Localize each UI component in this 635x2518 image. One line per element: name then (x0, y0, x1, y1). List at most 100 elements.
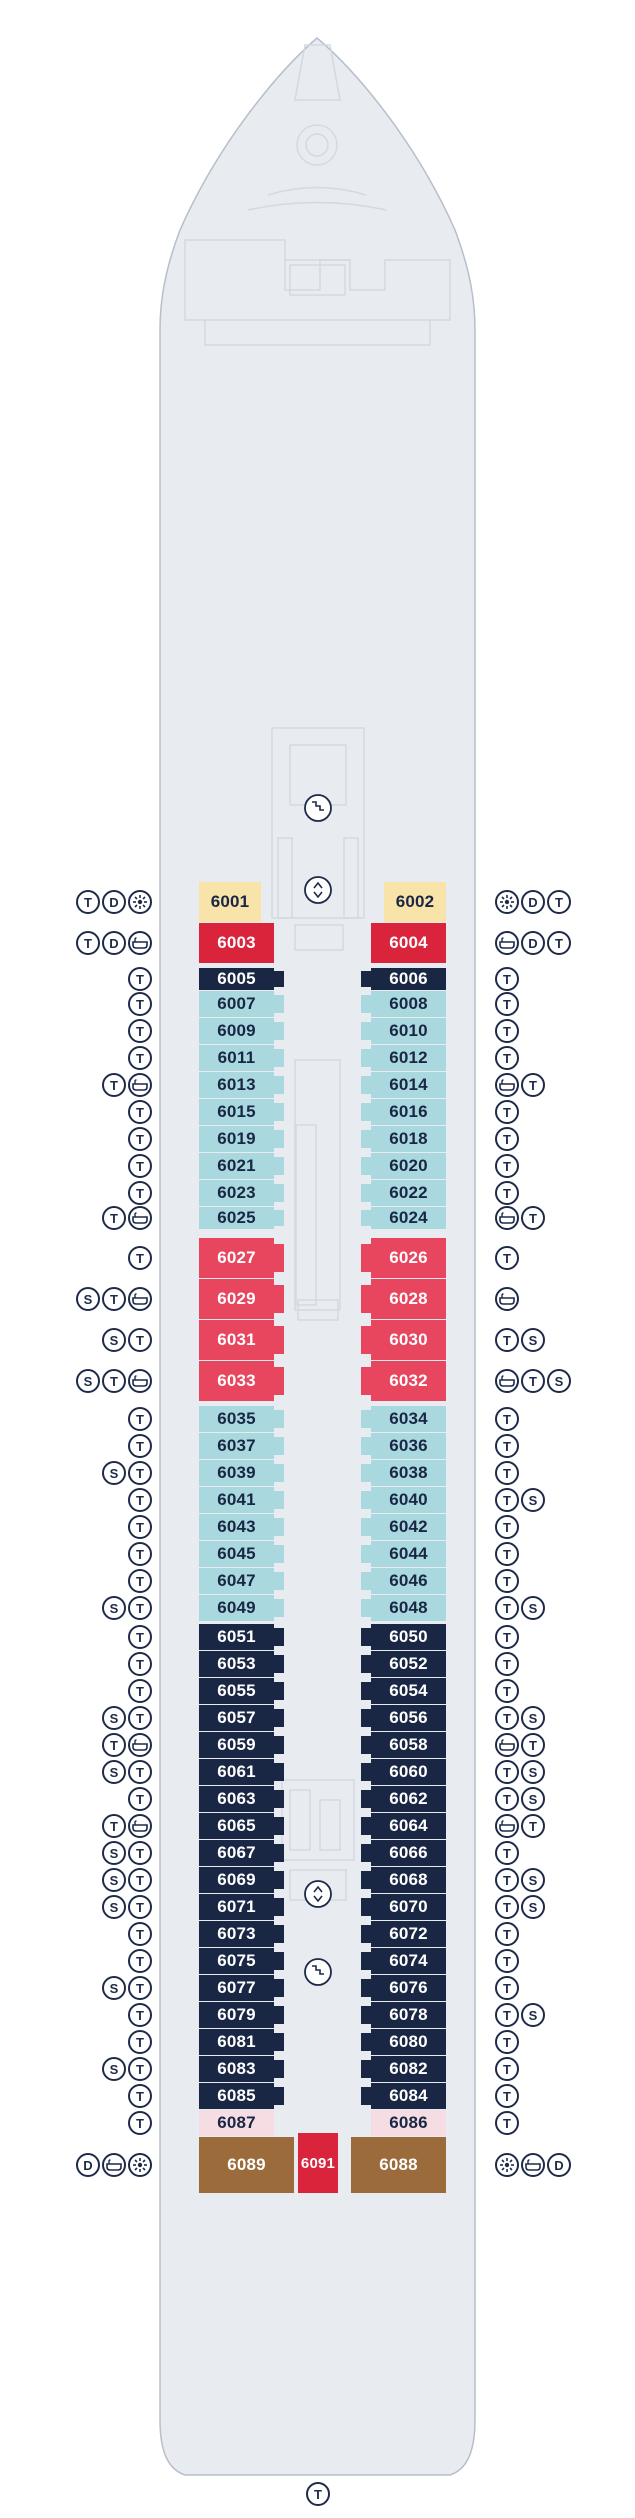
cabin-6073[interactable]: 6073 (199, 1921, 284, 1947)
cabin-6012[interactable]: 6012 (361, 1045, 446, 1071)
cabin-6037[interactable]: 6037 (199, 1433, 284, 1459)
cabin-6046[interactable]: 6046 (361, 1568, 446, 1594)
cabin-6041[interactable]: 6041 (199, 1487, 284, 1513)
cabin-6020[interactable]: 6020 (361, 1153, 446, 1179)
cabin-6060[interactable]: 6060 (361, 1759, 446, 1785)
cabin-6033[interactable]: 6033 (199, 1361, 284, 1401)
cabin-6089[interactable]: 6089 (199, 2137, 294, 2193)
cabin-6079[interactable]: 6079 (199, 2002, 284, 2028)
cabin-6061[interactable]: 6061 (199, 1759, 284, 1785)
cabin-number: 6011 (217, 1048, 256, 1067)
cabin-6050[interactable]: 6050 (361, 1624, 446, 1650)
cabin-6009[interactable]: 6009 (199, 1018, 284, 1044)
cabin-6047[interactable]: 6047 (199, 1568, 284, 1594)
cabin-6072[interactable]: 6072 (361, 1921, 446, 1947)
cabin-6068[interactable]: 6068 (361, 1867, 446, 1893)
cabin-6019[interactable]: 6019 (199, 1126, 284, 1152)
cabin-6025[interactable]: 6025 (199, 1207, 284, 1229)
cabin-6049[interactable]: 6049 (199, 1595, 284, 1621)
cabin-6044[interactable]: 6044 (361, 1541, 446, 1567)
twin-beds-icon: T (128, 2084, 152, 2108)
cabin-6059[interactable]: 6059 (199, 1732, 284, 1758)
cabin-6075[interactable]: 6075 (199, 1948, 284, 1974)
cabin-6062[interactable]: 6062 (361, 1786, 446, 1812)
cabin-6066[interactable]: 6066 (361, 1840, 446, 1866)
cabin-6042[interactable]: 6042 (361, 1514, 446, 1540)
cabin-6069[interactable]: 6069 (199, 1867, 284, 1893)
cabin-6058[interactable]: 6058 (361, 1732, 446, 1758)
cabin-6008[interactable]: 6008 (361, 991, 446, 1017)
cabin-6070[interactable]: 6070 (361, 1894, 446, 1920)
bathtub-icon (495, 1733, 519, 1757)
cabin-6085[interactable]: 6085 (199, 2083, 284, 2109)
cabin-6031[interactable]: 6031 (199, 1320, 284, 1360)
cabin-6077[interactable]: 6077 (199, 1975, 284, 2001)
cabin-6001[interactable]: 6001 (199, 882, 261, 922)
cabin-balcony-notch (361, 1326, 371, 1354)
cabin-6015[interactable]: 6015 (199, 1099, 284, 1125)
cabin-6003[interactable]: 6003 (199, 923, 274, 963)
cabin-6078[interactable]: 6078 (361, 2002, 446, 2028)
cabin-6065[interactable]: 6065 (199, 1813, 284, 1839)
cabin-6021[interactable]: 6021 (199, 1153, 284, 1179)
cabin-6043[interactable]: 6043 (199, 1514, 284, 1540)
cabin-6032[interactable]: 6032 (361, 1361, 446, 1401)
cabin-6087[interactable]: 6087 (199, 2110, 274, 2136)
cabin-6084[interactable]: 6084 (361, 2083, 446, 2109)
cabin-6056[interactable]: 6056 (361, 1705, 446, 1731)
cabin-6054[interactable]: 6054 (361, 1678, 446, 1704)
cabin-6048[interactable]: 6048 (361, 1595, 446, 1621)
cabin-6007[interactable]: 6007 (199, 991, 284, 1017)
cabin-6018[interactable]: 6018 (361, 1126, 446, 1152)
cabin-6067[interactable]: 6067 (199, 1840, 284, 1866)
cabin-number: 6085 (217, 2086, 256, 2105)
cabin-6013[interactable]: 6013 (199, 1072, 284, 1098)
twin-beds-icon: T (128, 1652, 152, 1676)
cabin-6051[interactable]: 6051 (199, 1624, 284, 1650)
cabin-6055[interactable]: 6055 (199, 1678, 284, 1704)
cabin-6081[interactable]: 6081 (199, 2029, 284, 2055)
cabin-6034[interactable]: 6034 (361, 1406, 446, 1432)
cabin-6045[interactable]: 6045 (199, 1541, 284, 1567)
cabin-6057[interactable]: 6057 (199, 1705, 284, 1731)
cabin-6088[interactable]: 6088 (351, 2137, 446, 2193)
cabin-6014[interactable]: 6014 (361, 1072, 446, 1098)
cabin-6026[interactable]: 6026 (361, 1238, 446, 1278)
cabin-balcony-notch (361, 2005, 371, 2025)
cabin-6022[interactable]: 6022 (361, 1180, 446, 1206)
cabin-6030[interactable]: 6030 (361, 1320, 446, 1360)
cabin-6035[interactable]: 6035 (199, 1406, 284, 1432)
cabin-6027[interactable]: 6027 (199, 1238, 284, 1278)
cabin-6039[interactable]: 6039 (199, 1460, 284, 1486)
cabin-6004[interactable]: 6004 (371, 923, 446, 963)
cabin-6063[interactable]: 6063 (199, 1786, 284, 1812)
cabin-6024[interactable]: 6024 (361, 1207, 446, 1229)
cabin-6082[interactable]: 6082 (361, 2056, 446, 2082)
twin-beds-icon: T (128, 1706, 152, 1730)
twin-beds-icon: T (495, 2057, 519, 2081)
cabin-6011[interactable]: 6011 (199, 1045, 284, 1071)
cabin-6006[interactable]: 6006 (361, 968, 446, 990)
twin-beds-icon: T (495, 1652, 519, 1676)
cabin-6002[interactable]: 6002 (384, 882, 446, 922)
cabin-6052[interactable]: 6052 (361, 1651, 446, 1677)
cabin-6029[interactable]: 6029 (199, 1279, 284, 1319)
cabin-6083[interactable]: 6083 (199, 2056, 284, 2082)
cabin-6010[interactable]: 6010 (361, 1018, 446, 1044)
cabin-6064[interactable]: 6064 (361, 1813, 446, 1839)
cabin-6091[interactable]: 6091 (298, 2133, 338, 2193)
cabin-6016[interactable]: 6016 (361, 1099, 446, 1125)
cabin-6036[interactable]: 6036 (361, 1433, 446, 1459)
cabin-6074[interactable]: 6074 (361, 1948, 446, 1974)
cabin-6086[interactable]: 6086 (371, 2110, 446, 2136)
cabin-6040[interactable]: 6040 (361, 1487, 446, 1513)
cabin-6005[interactable]: 6005 (199, 968, 284, 990)
cabin-6076[interactable]: 6076 (361, 1975, 446, 2001)
cabin-6038[interactable]: 6038 (361, 1460, 446, 1486)
cabin-6071[interactable]: 6071 (199, 1894, 284, 1920)
cabin-6080[interactable]: 6080 (361, 2029, 446, 2055)
twin-beds-icon: T (495, 1100, 519, 1124)
cabin-6028[interactable]: 6028 (361, 1279, 446, 1319)
cabin-6053[interactable]: 6053 (199, 1651, 284, 1677)
cabin-6023[interactable]: 6023 (199, 1180, 284, 1206)
